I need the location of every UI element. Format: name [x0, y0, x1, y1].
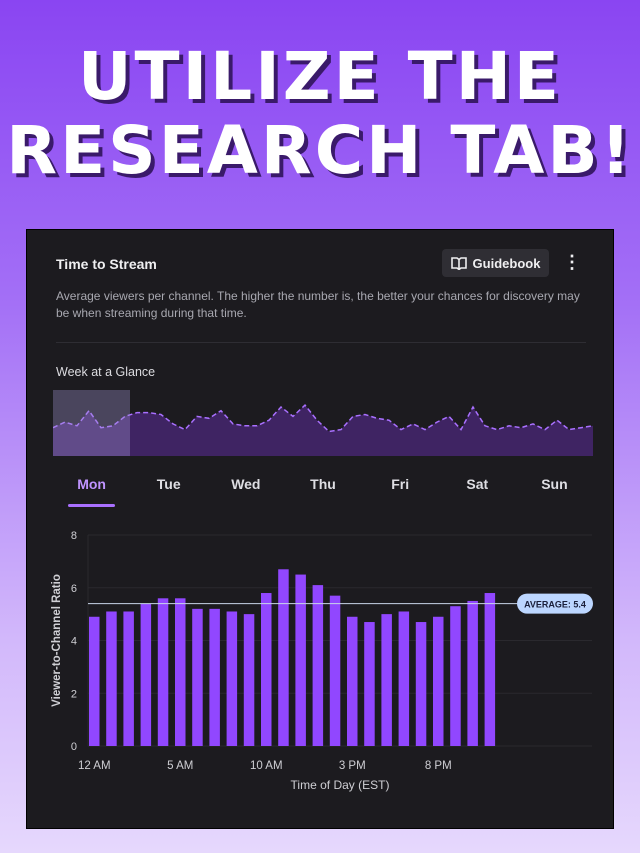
- bar-8-pm[interactable]: [433, 616, 444, 746]
- vertical-ellipsis-icon[interactable]: ⋮: [563, 252, 581, 272]
- bar-8-am[interactable]: [226, 611, 238, 746]
- tab-wed[interactable]: Wed: [231, 476, 261, 492]
- week-overview-area: [53, 405, 593, 456]
- week-overview-line: [53, 403, 593, 433]
- headline-line-1: UTILIZE THE: [77, 38, 563, 115]
- x-axis-label: Time of Day (EST): [291, 778, 390, 792]
- x-tick-label: 5 AM: [167, 760, 193, 772]
- bar-5-am[interactable]: [175, 598, 186, 746]
- week-at-a-glance-label: Week at a Glance: [56, 365, 156, 379]
- average-pill: [517, 593, 593, 614]
- week-selection-handle[interactable]: [53, 390, 130, 456]
- x-tick-label: 3 PM: [339, 760, 366, 772]
- card-description: Average viewers per channel. The higher …: [56, 289, 580, 320]
- guidebook-button[interactable]: Guidebook: [442, 249, 549, 277]
- book-icon: [450, 257, 467, 270]
- bar-4-pm[interactable]: [364, 622, 375, 746]
- tab-sat[interactable]: Sat: [466, 476, 489, 492]
- card-title: Time to Stream: [56, 256, 157, 272]
- bar-4-am[interactable]: [157, 598, 169, 746]
- bar-2-pm[interactable]: [329, 595, 341, 746]
- bar-6-am[interactable]: [192, 608, 203, 746]
- tab-fri[interactable]: Fri: [391, 476, 410, 492]
- bar-1-am[interactable]: [106, 611, 117, 746]
- x-tick-label: 10 AM: [250, 760, 283, 772]
- bar-10-pm[interactable]: [467, 600, 478, 746]
- guidebook-label: Guidebook: [472, 255, 541, 271]
- week-overview-chart[interactable]: [53, 390, 593, 458]
- bar-12-am[interactable]: [89, 616, 100, 746]
- bar-6-pm[interactable]: [398, 611, 410, 746]
- y-tick-label: 8: [71, 530, 77, 542]
- bar-12-pm[interactable]: [295, 574, 306, 746]
- bar-9-pm[interactable]: [450, 606, 461, 746]
- tab-tue[interactable]: Tue: [156, 476, 181, 492]
- bar-2-am[interactable]: [123, 611, 134, 746]
- time-to-stream-card: Time to Stream Guidebook ⋮ Average viewe…: [27, 230, 613, 828]
- divider: [56, 342, 586, 343]
- day-tabs: Mon Tue Wed Thu Fri Sat Sun: [53, 476, 593, 507]
- x-tick-label: 12 AM: [78, 760, 111, 772]
- tab-mon[interactable]: Mon: [53, 476, 130, 507]
- bar-7-pm[interactable]: [415, 622, 427, 746]
- y-tick-label: 6: [71, 583, 77, 595]
- tab-sun[interactable]: Sun: [541, 476, 568, 492]
- bar-11-am[interactable]: [278, 569, 289, 746]
- bar-3-pm[interactable]: [347, 616, 358, 746]
- x-tick-label: 8 PM: [425, 760, 452, 772]
- bar-5-pm[interactable]: [381, 614, 392, 746]
- bar-7-am[interactable]: [209, 608, 220, 746]
- average-label: AVERAGE: 5.4: [524, 600, 586, 610]
- y-tick-label: 2: [71, 688, 77, 700]
- bar-10-am[interactable]: [261, 593, 272, 746]
- tab-thu[interactable]: Thu: [310, 476, 336, 492]
- bar-3-am[interactable]: [140, 603, 152, 746]
- bar-9-am[interactable]: [243, 614, 255, 746]
- headline-line-2: RESEARCH TAB!: [6, 112, 634, 189]
- y-tick-label: 4: [71, 636, 77, 648]
- viewer-ratio-bar-chart: 0 2 4 6 8 12 AM 5 AM 10 AM 3 PM 8 PM AVERAGE: 5.4 T…: [51, 530, 593, 792]
- bar-1-pm[interactable]: [312, 585, 324, 746]
- bar-11-pm[interactable]: [484, 593, 496, 746]
- y-axis-label: Viewer-to-Channel Ratio: [51, 574, 63, 707]
- y-tick-label: 0: [71, 741, 77, 753]
- headline: UTILIZE THE RESEARCH TAB!: [0, 40, 640, 188]
